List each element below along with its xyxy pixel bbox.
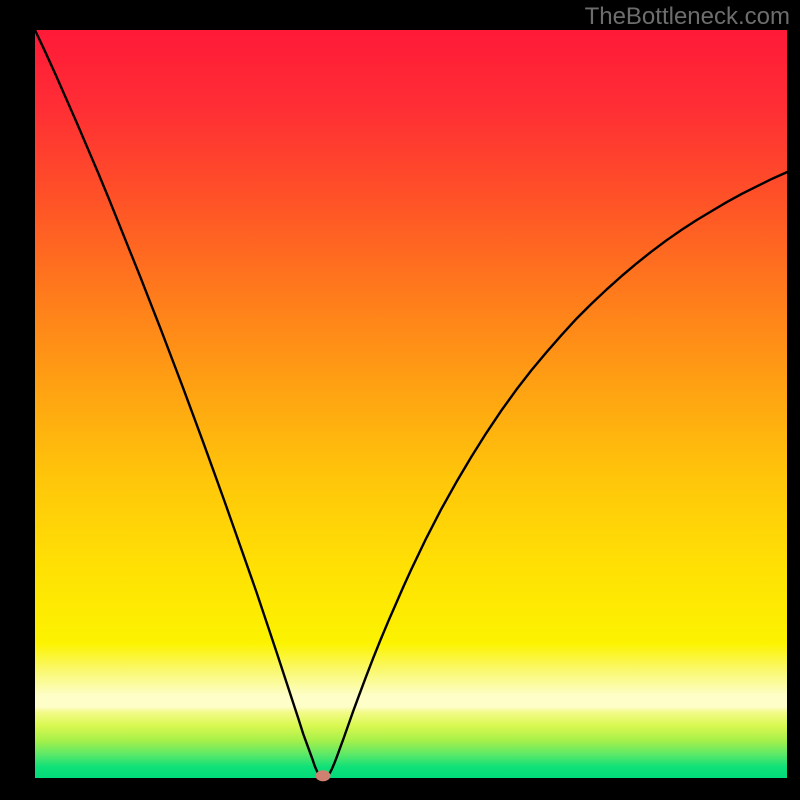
watermark-text: TheBottleneck.com bbox=[585, 3, 790, 31]
chart-frame: TheBottleneck.com bbox=[0, 0, 800, 800]
plot-area bbox=[35, 30, 787, 778]
